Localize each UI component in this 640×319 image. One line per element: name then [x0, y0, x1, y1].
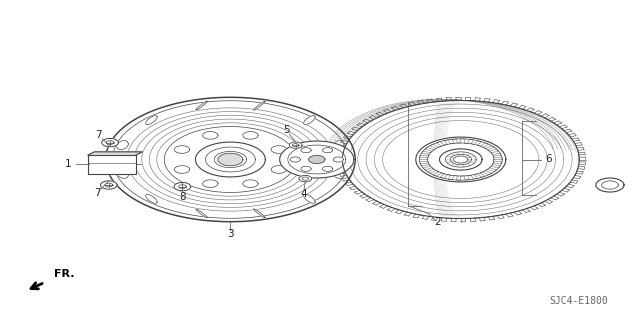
Text: 7: 7 [94, 188, 100, 198]
Polygon shape [333, 169, 344, 178]
Polygon shape [106, 97, 355, 222]
Polygon shape [416, 137, 506, 182]
Polygon shape [303, 116, 315, 125]
Polygon shape [303, 194, 315, 203]
Polygon shape [280, 141, 354, 178]
Polygon shape [243, 180, 258, 188]
Polygon shape [253, 209, 265, 218]
Polygon shape [308, 155, 325, 164]
Polygon shape [174, 182, 191, 191]
Polygon shape [271, 146, 287, 153]
Polygon shape [116, 169, 128, 178]
Polygon shape [102, 138, 118, 147]
Text: 2: 2 [434, 217, 440, 227]
Polygon shape [116, 141, 128, 150]
Polygon shape [271, 166, 287, 173]
Polygon shape [289, 142, 302, 148]
Text: 3: 3 [227, 229, 234, 239]
Text: 6: 6 [545, 154, 552, 165]
Polygon shape [290, 157, 300, 162]
Polygon shape [174, 166, 189, 173]
Polygon shape [203, 131, 218, 139]
Polygon shape [196, 209, 207, 218]
Text: 5: 5 [283, 124, 289, 135]
Polygon shape [146, 116, 157, 125]
Polygon shape [301, 166, 311, 171]
Polygon shape [88, 155, 136, 174]
Text: FR.: FR. [54, 269, 75, 279]
Polygon shape [146, 194, 157, 203]
Polygon shape [88, 152, 143, 155]
Polygon shape [596, 178, 624, 192]
Polygon shape [100, 181, 117, 189]
Polygon shape [301, 148, 311, 153]
Polygon shape [323, 148, 333, 153]
Polygon shape [323, 166, 333, 171]
Text: 8: 8 [179, 192, 186, 202]
Text: 4: 4 [300, 189, 307, 199]
Polygon shape [196, 101, 207, 110]
Polygon shape [218, 153, 243, 166]
Polygon shape [253, 101, 265, 110]
Text: SJC4-E1800: SJC4-E1800 [549, 296, 608, 307]
Polygon shape [243, 131, 258, 139]
Polygon shape [342, 100, 579, 219]
Polygon shape [333, 157, 344, 162]
Polygon shape [203, 180, 218, 188]
Polygon shape [333, 141, 344, 150]
Polygon shape [440, 149, 482, 170]
Text: 1: 1 [65, 159, 72, 169]
Polygon shape [299, 175, 312, 182]
Text: 7: 7 [95, 130, 102, 140]
Polygon shape [174, 146, 189, 153]
